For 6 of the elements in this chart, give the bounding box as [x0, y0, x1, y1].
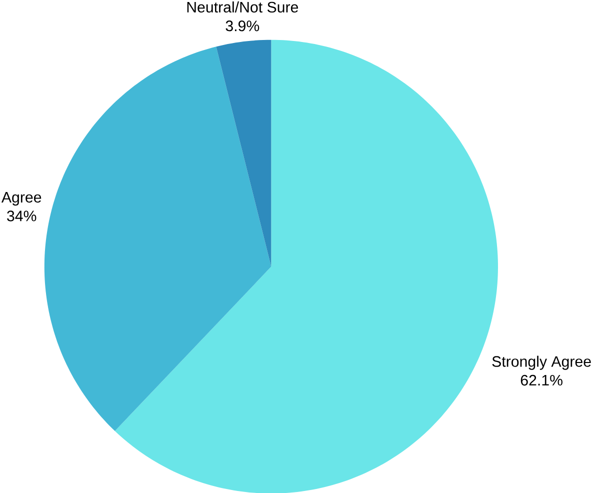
- data-label: 34%: [7, 210, 36, 222]
- slice-label: Strongly Agree: [492, 356, 591, 370]
- slice-label: Agree: [1, 192, 42, 206]
- slice-label: Neutral/Not Sure: [187, 1, 298, 12]
- data-label: 3.9%: [226, 20, 260, 32]
- data-label: 62.1%: [520, 374, 562, 386]
